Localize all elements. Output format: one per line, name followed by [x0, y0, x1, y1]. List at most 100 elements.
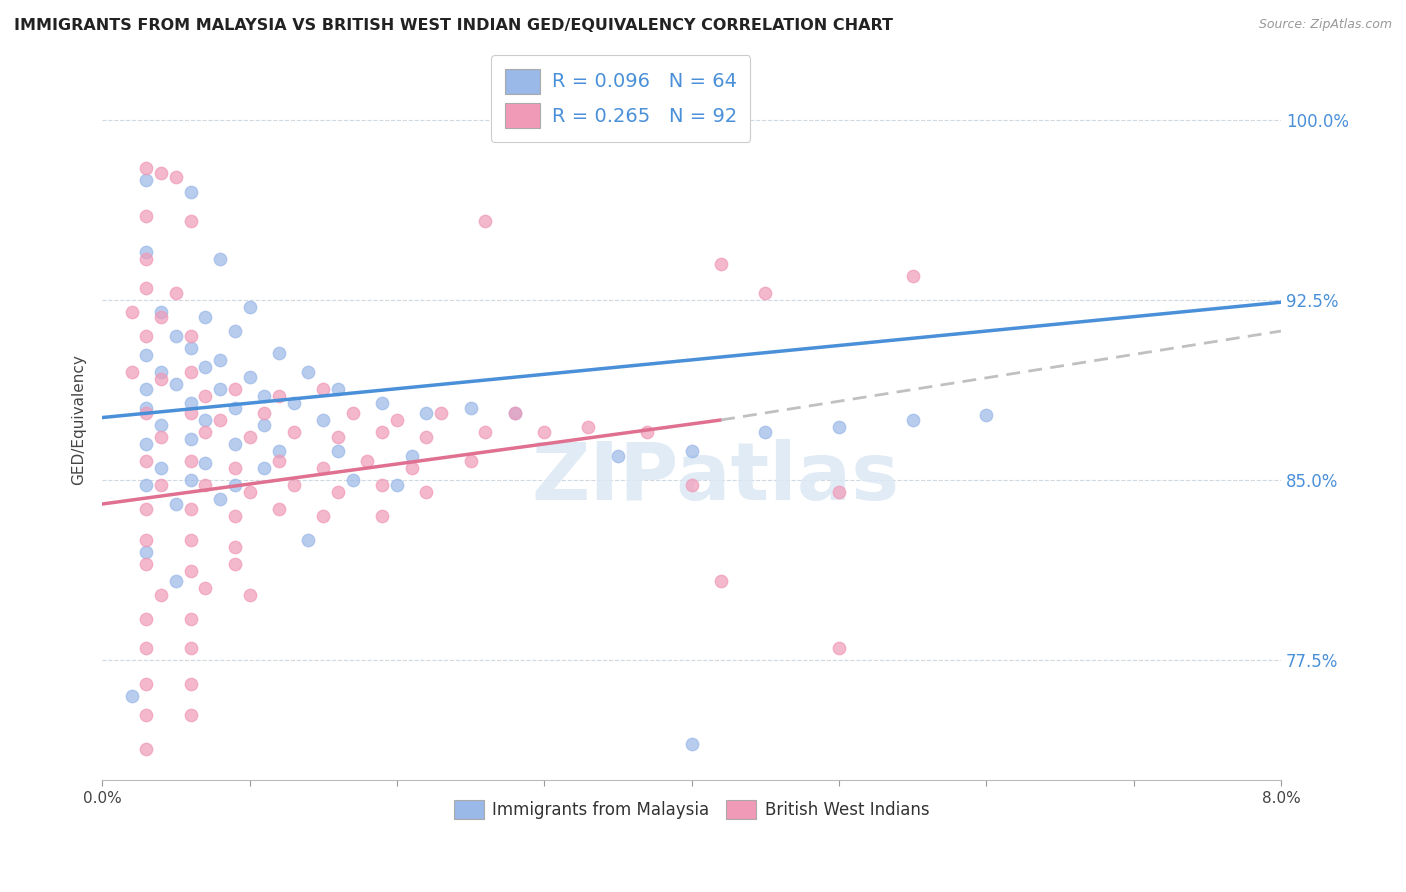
Point: [283, 425, 305, 439]
Point: [385, 478, 408, 492]
Point: [460, 401, 482, 415]
Point: [283, 478, 305, 492]
Point: [135, 478, 157, 492]
Point: [180, 213, 202, 227]
Point: [209, 382, 232, 396]
Point: [415, 406, 437, 420]
Point: [474, 213, 496, 227]
Point: [754, 425, 776, 439]
Point: [828, 641, 851, 656]
Point: [253, 461, 276, 475]
Point: [209, 413, 232, 427]
Point: [503, 406, 526, 420]
Point: [430, 406, 453, 420]
Point: [150, 430, 173, 444]
Point: [312, 382, 335, 396]
Point: [326, 382, 349, 396]
Point: [180, 365, 202, 379]
Point: [180, 564, 202, 578]
Point: [180, 185, 202, 199]
Point: [415, 430, 437, 444]
Point: [224, 557, 246, 571]
Point: [135, 348, 157, 362]
Point: [356, 454, 378, 468]
Point: [710, 574, 733, 588]
Point: [474, 425, 496, 439]
Point: [135, 329, 157, 343]
Point: [681, 737, 703, 751]
Point: [194, 478, 217, 492]
Point: [150, 305, 173, 319]
Point: [312, 461, 335, 475]
Point: [121, 305, 143, 319]
Point: [194, 456, 217, 470]
Point: [135, 161, 157, 175]
Point: [180, 406, 202, 420]
Point: [180, 677, 202, 691]
Point: [165, 329, 187, 343]
Point: [710, 257, 733, 271]
Point: [165, 574, 187, 588]
Point: [253, 389, 276, 403]
Point: [224, 461, 246, 475]
Point: [150, 372, 173, 386]
Point: [150, 478, 173, 492]
Point: [253, 417, 276, 432]
Point: [150, 165, 173, 179]
Point: [828, 420, 851, 434]
Point: [135, 545, 157, 559]
Point: [194, 389, 217, 403]
Point: [180, 473, 202, 487]
Point: [297, 533, 319, 547]
Y-axis label: GED/Equivalency: GED/Equivalency: [72, 354, 86, 485]
Point: [194, 425, 217, 439]
Point: [224, 324, 246, 338]
Point: [135, 612, 157, 626]
Point: [180, 612, 202, 626]
Point: [180, 329, 202, 343]
Point: [194, 413, 217, 427]
Point: [180, 341, 202, 355]
Point: [165, 285, 187, 300]
Point: [283, 396, 305, 410]
Point: [342, 406, 364, 420]
Point: [135, 533, 157, 547]
Point: [371, 509, 394, 524]
Point: [754, 285, 776, 300]
Point: [681, 444, 703, 458]
Point: [371, 425, 394, 439]
Point: [238, 430, 260, 444]
Point: [253, 406, 276, 420]
Point: [150, 461, 173, 475]
Point: [267, 345, 290, 359]
Point: [135, 252, 157, 266]
Point: [165, 497, 187, 511]
Point: [224, 478, 246, 492]
Point: [342, 473, 364, 487]
Point: [267, 501, 290, 516]
Point: [135, 454, 157, 468]
Point: [267, 454, 290, 468]
Point: [681, 478, 703, 492]
Point: [194, 581, 217, 595]
Point: [165, 170, 187, 185]
Point: [165, 376, 187, 391]
Point: [135, 677, 157, 691]
Point: [180, 454, 202, 468]
Point: [238, 588, 260, 602]
Point: [901, 268, 924, 283]
Point: [636, 425, 658, 439]
Point: [150, 417, 173, 432]
Point: [267, 444, 290, 458]
Point: [135, 742, 157, 756]
Point: [194, 360, 217, 375]
Point: [326, 430, 349, 444]
Point: [135, 437, 157, 451]
Point: [238, 485, 260, 500]
Point: [224, 401, 246, 415]
Point: [135, 641, 157, 656]
Point: [224, 382, 246, 396]
Point: [150, 588, 173, 602]
Point: [312, 509, 335, 524]
Point: [401, 461, 423, 475]
